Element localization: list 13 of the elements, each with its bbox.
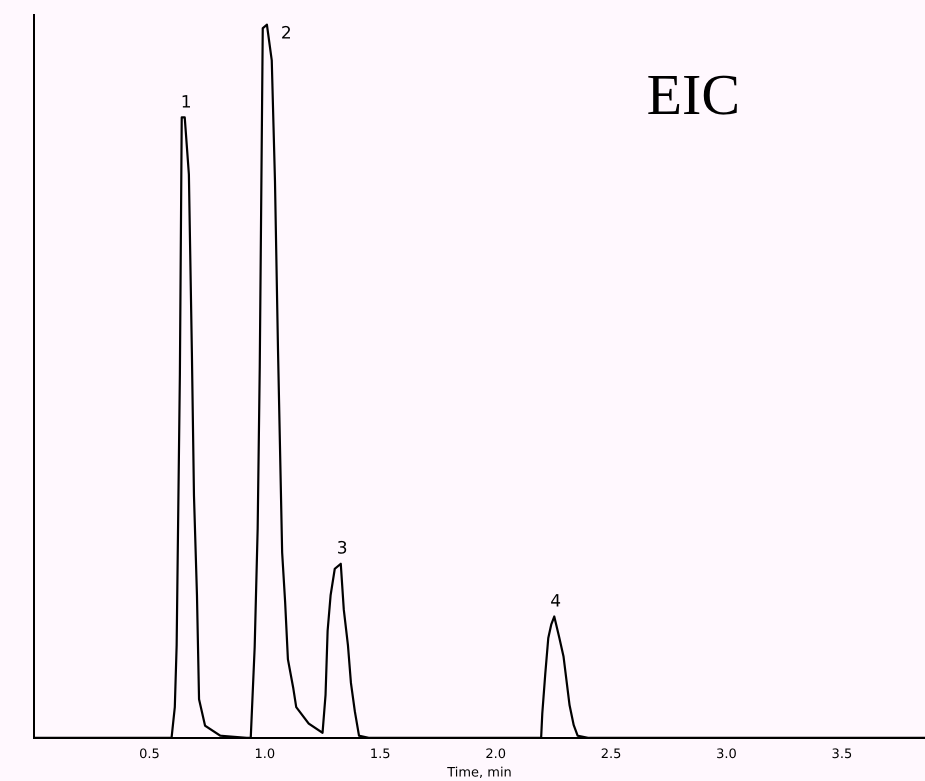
- annotation: 4: [550, 591, 562, 612]
- annotation: EIC: [646, 62, 740, 128]
- annotation: 3: [336, 538, 348, 559]
- x-tick-label: 1.5: [370, 746, 391, 762]
- x-tick-label: 3.5: [832, 746, 852, 762]
- x-tick-label: 2.0: [485, 746, 506, 762]
- x-tick-label: 0.5: [139, 746, 160, 762]
- annotation: 2: [280, 24, 292, 44]
- x-axis-title: Time, min: [446, 766, 512, 781]
- x-tick-label: 2.5: [600, 746, 622, 762]
- annotation: 1: [180, 92, 192, 112]
- x-tick-label: 3.0: [716, 746, 737, 762]
- x-tick-label: 1.0: [254, 746, 276, 762]
